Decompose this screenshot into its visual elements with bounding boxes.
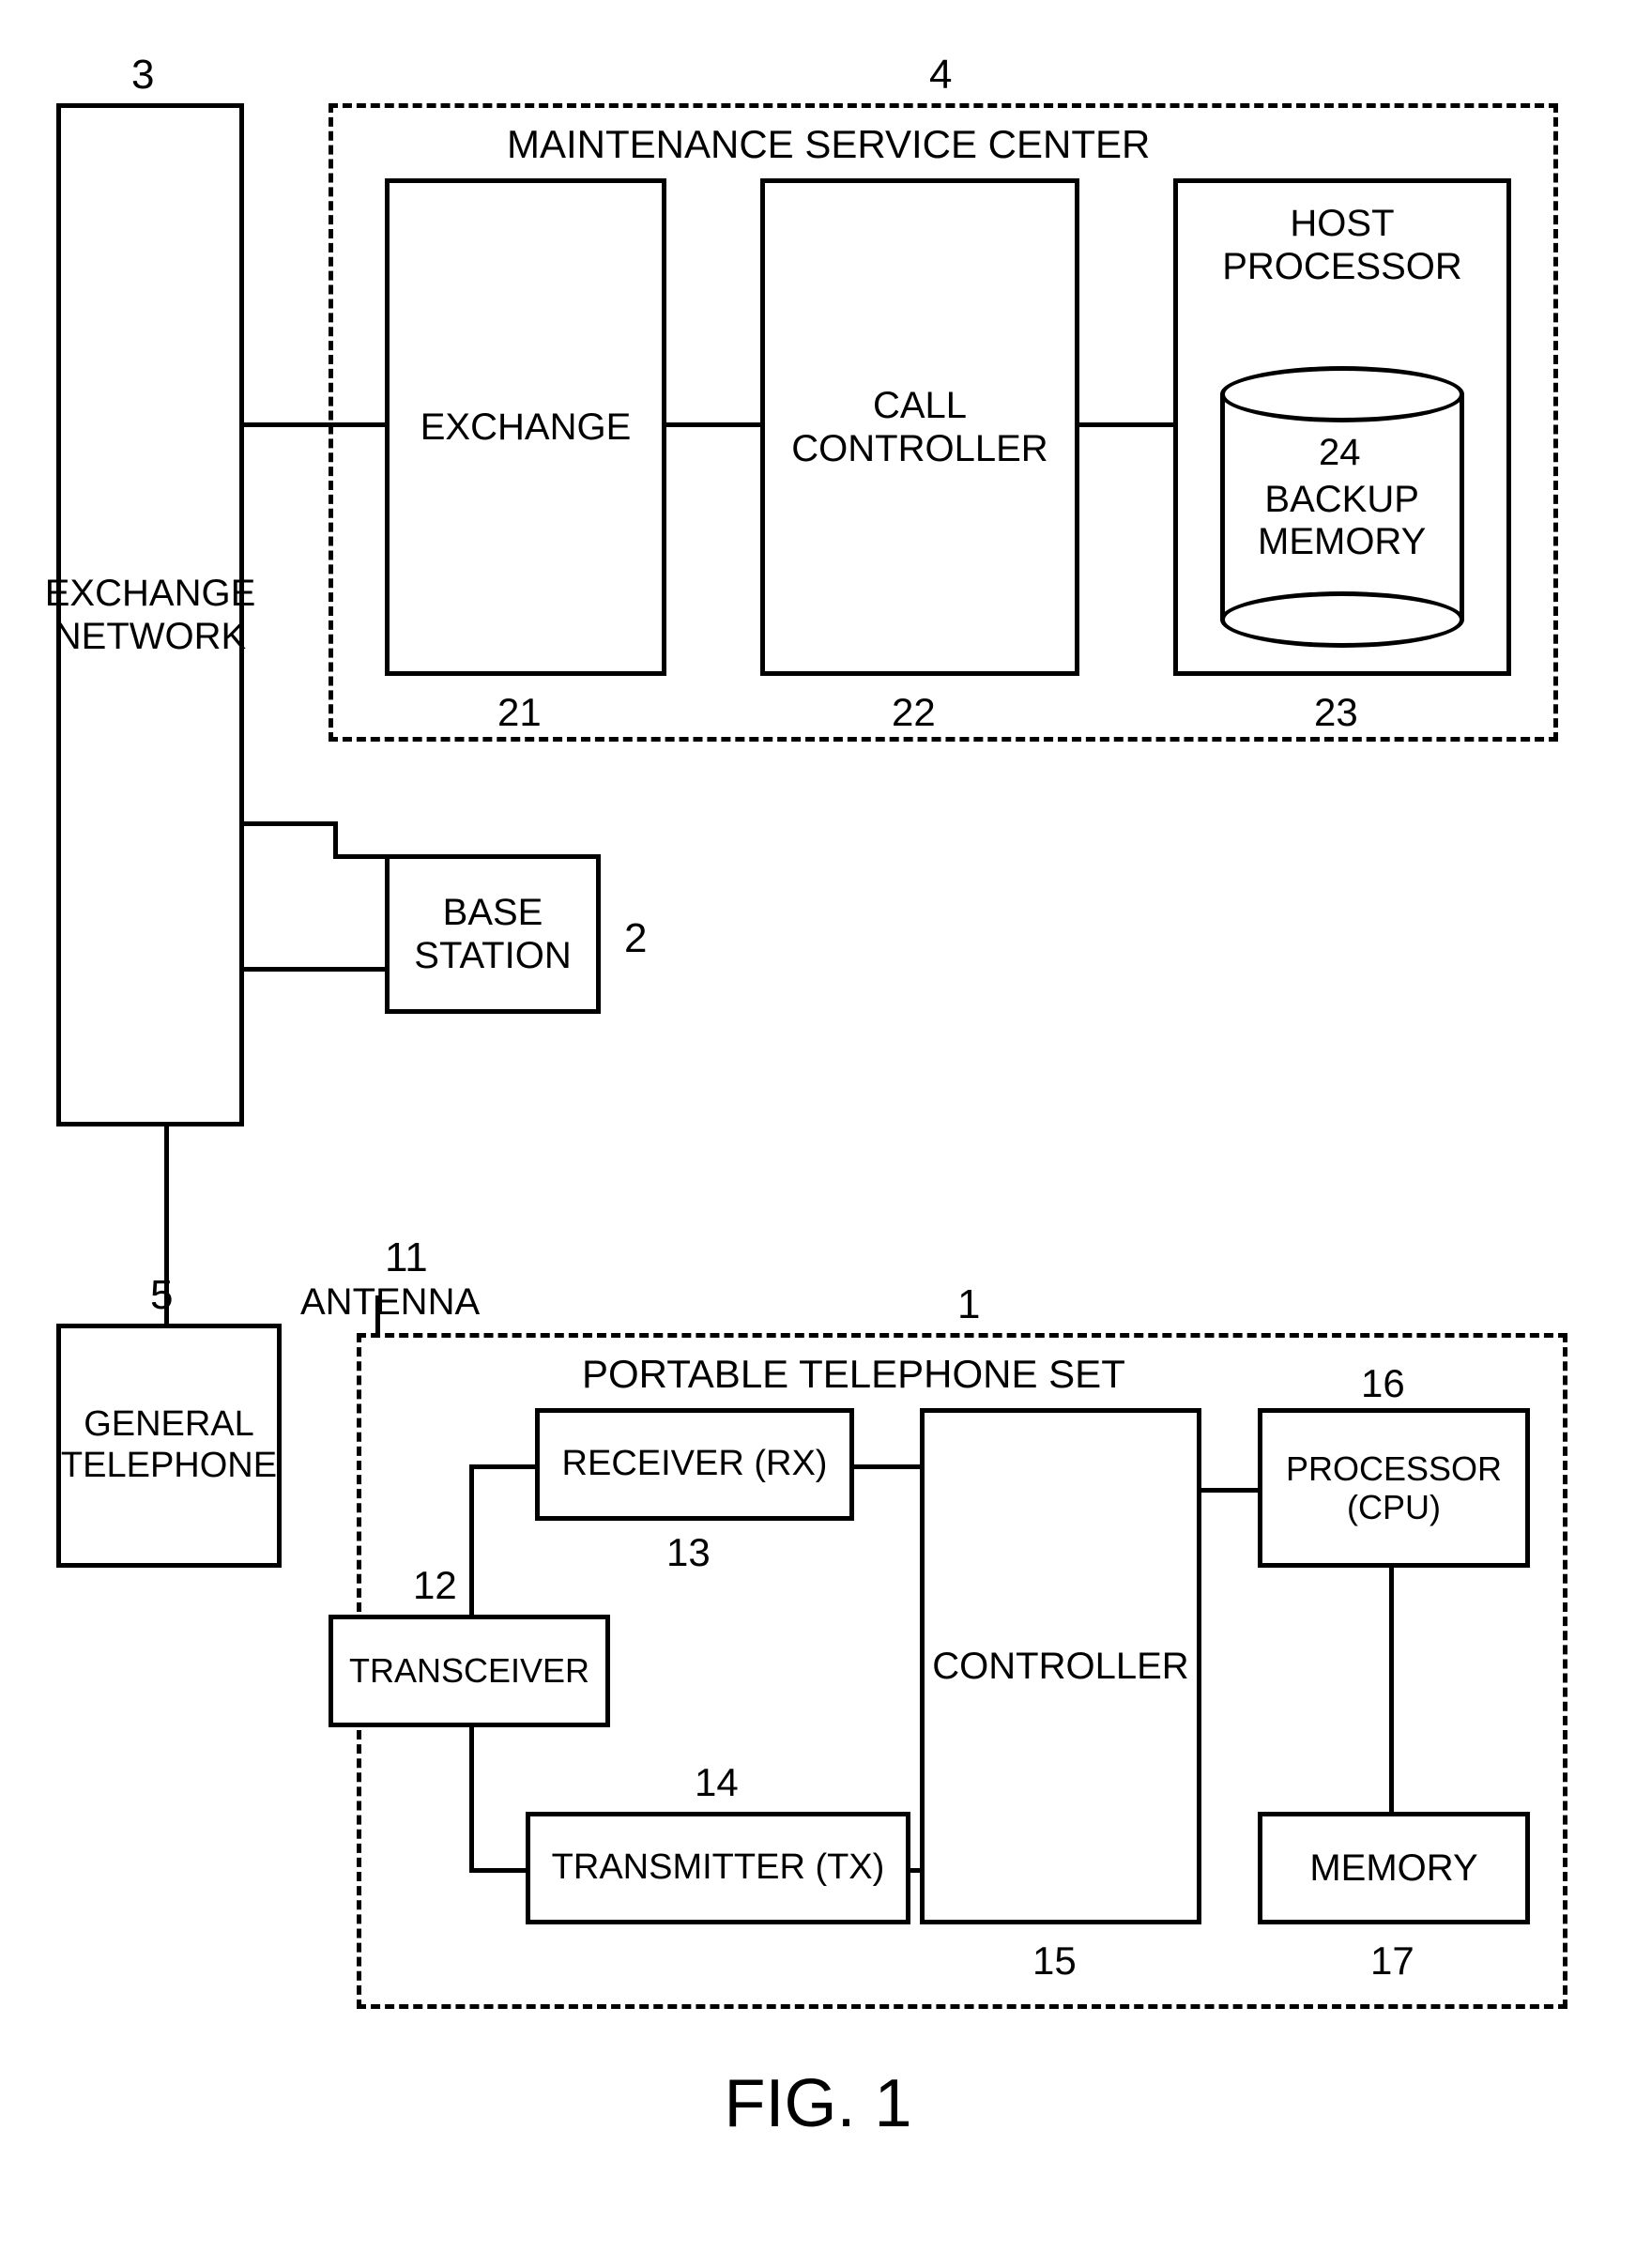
conn-trans-receiver: [469, 1464, 535, 1469]
maintenance-center-id: 4: [929, 52, 952, 99]
general-telephone-box: GENERALTELEPHONE: [56, 1324, 282, 1568]
conn-transmitter-controller: [910, 1868, 925, 1873]
transmitter-box: TRANSMITTER (TX): [526, 1812, 910, 1924]
antenna-label: ANTENNA: [300, 1281, 480, 1324]
memory-label: MEMORY: [1309, 1847, 1477, 1890]
call-controller-box: CALLCONTROLLER: [760, 178, 1079, 676]
conn-network-exchange: [244, 422, 385, 427]
conn-network-base-upper-h: [244, 821, 338, 826]
receiver-id: 13: [666, 1530, 711, 1575]
exchange-network-label: EXCHANGENETWORK: [45, 572, 256, 658]
conn-trans-transmitter: [469, 1868, 526, 1873]
conn-trans-up: [469, 1464, 474, 1615]
conn-network-base-upper-h2: [333, 854, 385, 859]
controller-box: CONTROLLER: [920, 1408, 1201, 1924]
conn-receiver-controller: [854, 1464, 920, 1469]
memory-id: 17: [1370, 1939, 1414, 1984]
conn-callctrl-host: [1079, 422, 1173, 427]
portable-set-title: PORTABLE TELEPHONE SET: [582, 1352, 1125, 1397]
host-processor-id: 23: [1314, 690, 1358, 735]
antenna-line: [375, 1295, 380, 1333]
processor-label: PROCESSOR(CPU): [1286, 1449, 1502, 1527]
call-controller-label: CALLCONTROLLER: [791, 384, 1047, 470]
conn-network-telephone: [164, 1126, 169, 1324]
portable-set-id: 1: [957, 1281, 980, 1328]
host-processor-label: HOSTPROCESSOR: [1222, 202, 1462, 288]
backup-memory-id: 24: [1319, 432, 1361, 474]
transmitter-id: 14: [695, 1760, 739, 1805]
transmitter-label: TRANSMITTER (TX): [552, 1847, 885, 1889]
transceiver-id: 12: [413, 1563, 457, 1608]
memory-box: MEMORY: [1258, 1812, 1530, 1924]
figure-title: FIG. 1: [38, 2065, 1598, 2142]
receiver-label: RECEIVER (RX): [562, 1444, 828, 1485]
call-controller-id: 22: [892, 690, 936, 735]
controller-label: CONTROLLER: [932, 1645, 1188, 1688]
exchange-network-box: EXCHANGENETWORK: [56, 103, 244, 1126]
general-telephone-label: GENERALTELEPHONE: [61, 1404, 277, 1486]
exchange-id: 21: [497, 690, 542, 735]
conn-exchange-callctrl: [666, 422, 760, 427]
conn-controller-processor: [1201, 1488, 1258, 1493]
base-station-id: 2: [624, 915, 647, 962]
conn-trans-down: [469, 1727, 474, 1868]
processor-box: PROCESSOR(CPU): [1258, 1408, 1530, 1568]
general-telephone-id: 5: [150, 1272, 173, 1319]
processor-id: 16: [1361, 1361, 1405, 1406]
conn-network-base-lower: [244, 967, 385, 972]
exchange-box: EXCHANGE: [385, 178, 666, 676]
conn-network-base-upper-v: [333, 821, 338, 859]
base-station-label: BASESTATION: [414, 891, 571, 977]
transceiver-box: TRANSCEIVER: [329, 1615, 610, 1727]
conn-processor-memory: [1389, 1568, 1394, 1812]
controller-id: 15: [1032, 1939, 1077, 1984]
receiver-box: RECEIVER (RX): [535, 1408, 854, 1521]
maintenance-center-title: MAINTENANCE SERVICE CENTER: [507, 122, 1150, 167]
exchange-network-id: 3: [131, 52, 154, 99]
antenna-id: 11: [385, 1234, 428, 1281]
transceiver-label: TRANSCEIVER: [349, 1651, 589, 1690]
base-station-box: BASESTATION: [385, 854, 601, 1014]
backup-memory-label: BACKUPMEMORY: [1258, 479, 1426, 563]
diagram-canvas: EXCHANGENETWORK 3 4 MAINTENANCE SERVICE …: [38, 38, 1598, 2230]
exchange-label: EXCHANGE: [420, 406, 632, 449]
